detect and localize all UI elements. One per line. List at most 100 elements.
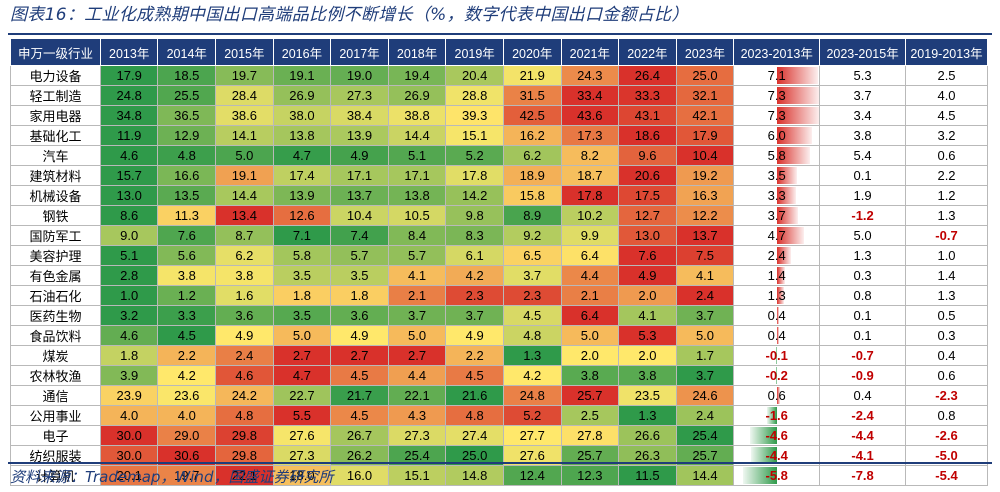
- share-cell: 26.4: [618, 65, 677, 86]
- delta-2019-2013-cell: -2.6: [905, 425, 988, 446]
- share-cell: 8.4: [387, 225, 447, 246]
- delta-2019-2013-cell: 0.5: [905, 305, 988, 326]
- header-2020: 2020年: [502, 38, 562, 66]
- share-cell: 24.3: [560, 65, 620, 86]
- delta-2023-2013-cell: 3.5: [733, 165, 821, 186]
- share-cell: 11.3: [157, 205, 217, 226]
- share-cell: 4.4: [387, 365, 447, 386]
- share-cell: 17.8: [445, 165, 504, 186]
- share-cell: 1.6: [215, 285, 274, 306]
- delta-bar: [751, 447, 777, 464]
- share-cell: 2.4: [215, 345, 274, 366]
- share-cell: 30.0: [99, 445, 159, 466]
- share-cell: 5.0: [675, 325, 735, 346]
- share-cell: 14.2: [445, 185, 504, 206]
- share-cell: 2.4: [675, 285, 735, 306]
- delta-2019-2013-cell: 2.5: [905, 65, 988, 86]
- share-cell: 1.7: [675, 345, 735, 366]
- share-cell: 9.0: [99, 225, 159, 246]
- delta-bar: [776, 167, 798, 184]
- delta-bar: [776, 387, 781, 404]
- delta-2023-2013-cell: -0.2: [733, 365, 821, 386]
- share-cell: 3.5: [330, 265, 389, 286]
- delta-2023-2015-cell: 0.1: [819, 325, 907, 346]
- share-cell: 25.4: [675, 425, 735, 446]
- share-cell: 3.8: [560, 365, 620, 386]
- source-note: 资料来源：Trademap，Wind，国盛证券研究所: [10, 468, 334, 486]
- delta-value: 4.7: [767, 228, 786, 243]
- table-row: 国防军工 9.0 7.6 8.7 7.1 7.4 8.4 8.3 9.2 9.9 13.0 13.7 4…: [10, 225, 988, 246]
- share-cell: 5.8: [272, 245, 332, 266]
- delta-value: 7.3: [767, 88, 786, 103]
- delta-value: 1.4: [767, 268, 786, 283]
- delta-2023-2013-cell: 7.1: [733, 65, 821, 86]
- share-cell: 27.4: [445, 425, 504, 446]
- share-cell: 23.6: [157, 385, 217, 406]
- industry-cell: 通信: [10, 385, 101, 406]
- share-cell: 33.3: [618, 85, 677, 106]
- share-cell: 4.7: [272, 365, 332, 386]
- chart-title: 图表16：工业化成熟期中国出口高端品比例不断增长（%，数字代表中国出口金额占比）: [10, 5, 689, 25]
- share-cell: 12.6: [272, 205, 332, 226]
- delta-bar: [749, 427, 777, 444]
- share-cell: 17.1: [330, 165, 389, 186]
- table-row: 美容护理 5.1 5.6 6.2 5.8 5.7 5.7 6.1 6.5 6.4 7.6 7.5 2.4…: [10, 245, 988, 266]
- share-cell: 18.0: [272, 465, 332, 486]
- share-cell: 3.6: [330, 305, 389, 326]
- share-cell: 19.0: [330, 65, 389, 86]
- delta-2023-2013-cell: 4.7: [733, 225, 821, 246]
- delta-bar: [776, 327, 780, 344]
- share-cell: 31.5: [502, 85, 562, 106]
- table-body: 电力设备 17.9 18.5 19.7 19.1 19.0 19.4 20.4 21.9 24.3…: [10, 65, 988, 486]
- share-cell: 10.2: [560, 205, 620, 226]
- share-cell: 6.4: [560, 305, 620, 326]
- delta-2019-2013-cell: 1.3: [905, 205, 988, 226]
- delta-value: -4.6: [765, 428, 788, 443]
- share-cell: 24.8: [99, 85, 159, 106]
- share-cell: 30.6: [157, 445, 217, 466]
- share-cell: 24.6: [675, 385, 735, 406]
- share-cell: 4.9: [215, 325, 274, 346]
- delta-bar: [767, 407, 777, 424]
- share-cell: 13.8: [387, 185, 447, 206]
- industry-cell: 计算机: [10, 465, 101, 486]
- delta-value: 3.3: [767, 188, 786, 203]
- share-cell: 19.2: [675, 165, 735, 186]
- table-row: 汽车 4.6 4.8 5.0 4.7 4.9 5.1 5.2 6.2 8.2 9.6 10.4 5.8 5…: [10, 145, 988, 166]
- share-cell: 3.5: [272, 305, 332, 326]
- share-cell: 7.6: [618, 245, 677, 266]
- table-row: 电子 30.0 29.0 29.8 27.6 26.7 27.3 27.4 27.7 27.8 26…: [10, 425, 988, 446]
- share-cell: 19.7: [215, 65, 274, 86]
- share-cell: 3.7: [387, 305, 447, 326]
- share-cell: 29.8: [215, 425, 274, 446]
- share-cell: 2.1: [387, 285, 447, 306]
- share-cell: 2.3: [502, 285, 562, 306]
- share-cell: 3.7: [445, 305, 504, 326]
- share-cell: 1.2: [157, 285, 217, 306]
- header-2021: 2021年: [560, 38, 620, 66]
- share-cell: 4.2: [445, 265, 504, 286]
- header-2023: 2023年: [675, 38, 735, 66]
- industry-cell: 纺织服装: [10, 445, 101, 466]
- table-row: 医药生物 3.2 3.3 3.6 3.5 3.6 3.7 3.7 4.5 6.4 4.1 3.7 0.4…: [10, 305, 988, 326]
- header-2015: 2015年: [215, 38, 274, 66]
- share-cell: 7.6: [157, 225, 217, 246]
- delta-bar: [776, 287, 785, 304]
- delta-2023-2015-cell: -1.2: [819, 205, 907, 226]
- share-cell: 25.7: [560, 385, 620, 406]
- delta-value: 3.5: [767, 168, 786, 183]
- share-cell: 2.7: [387, 345, 447, 366]
- share-cell: 5.0: [387, 325, 447, 346]
- share-cell: 12.3: [560, 465, 620, 486]
- share-cell: 9.8: [445, 205, 504, 226]
- share-cell: 22.7: [272, 385, 332, 406]
- share-cell: 12.7: [618, 205, 677, 226]
- table-row: 轻工制造 24.8 25.5 28.4 26.9 27.3 26.9 28.8 31.5 33.4…: [10, 85, 988, 106]
- share-cell: 10.4: [675, 145, 735, 166]
- share-cell: 25.0: [675, 65, 735, 86]
- share-cell: 4.4: [560, 265, 620, 286]
- source-divider: [8, 462, 992, 464]
- share-cell: 26.2: [330, 445, 389, 466]
- share-cell: 22.1: [387, 385, 447, 406]
- share-cell: 38.8: [387, 105, 447, 126]
